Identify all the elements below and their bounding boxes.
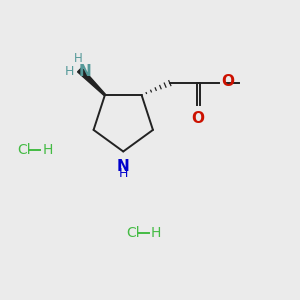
Text: N: N — [78, 64, 91, 79]
Text: H: H — [74, 52, 82, 65]
Text: Cl: Cl — [18, 143, 32, 157]
Polygon shape — [77, 68, 106, 96]
Text: H: H — [151, 226, 161, 240]
Text: H: H — [42, 143, 53, 157]
Text: O: O — [192, 111, 205, 126]
Text: H: H — [118, 167, 128, 180]
Text: N: N — [117, 159, 130, 174]
Text: O: O — [221, 74, 234, 89]
Text: H: H — [64, 65, 74, 78]
Text: Cl: Cl — [126, 226, 140, 240]
